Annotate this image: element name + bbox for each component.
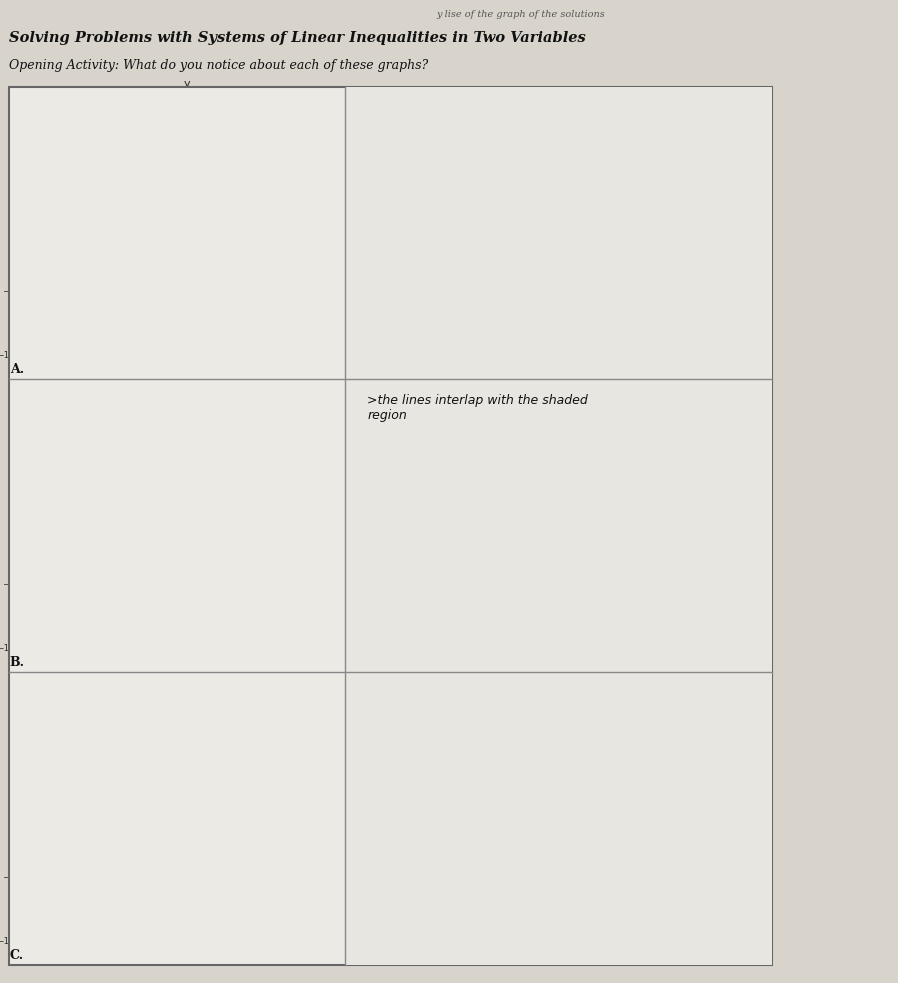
Text: >: > xyxy=(357,503,365,513)
Text: A.: A. xyxy=(10,364,24,376)
Text: >: > xyxy=(357,796,365,806)
Text: B.: B. xyxy=(10,657,25,669)
Text: C.: C. xyxy=(10,950,24,962)
Bar xyxy=(260,389,340,454)
Text: y: y xyxy=(184,79,190,88)
Bar xyxy=(180,96,340,355)
Text: y: y xyxy=(184,665,190,674)
Text: >the lines interlap with the shaded
region: >the lines interlap with the shaded regi… xyxy=(367,394,588,422)
Bar xyxy=(18,389,260,454)
Text: Opening Activity: What do you notice about each of these graphs?: Opening Activity: What do you notice abo… xyxy=(9,59,428,72)
Text: >: > xyxy=(357,210,365,220)
Text: y lise of the graph of the solutions: y lise of the graph of the solutions xyxy=(436,10,605,19)
Text: y: y xyxy=(184,372,190,381)
Polygon shape xyxy=(180,96,340,226)
Text: Solving Problems with Systems of Linear Inequalities in Two Variables: Solving Problems with Systems of Linear … xyxy=(9,31,585,45)
Bar xyxy=(163,96,340,226)
